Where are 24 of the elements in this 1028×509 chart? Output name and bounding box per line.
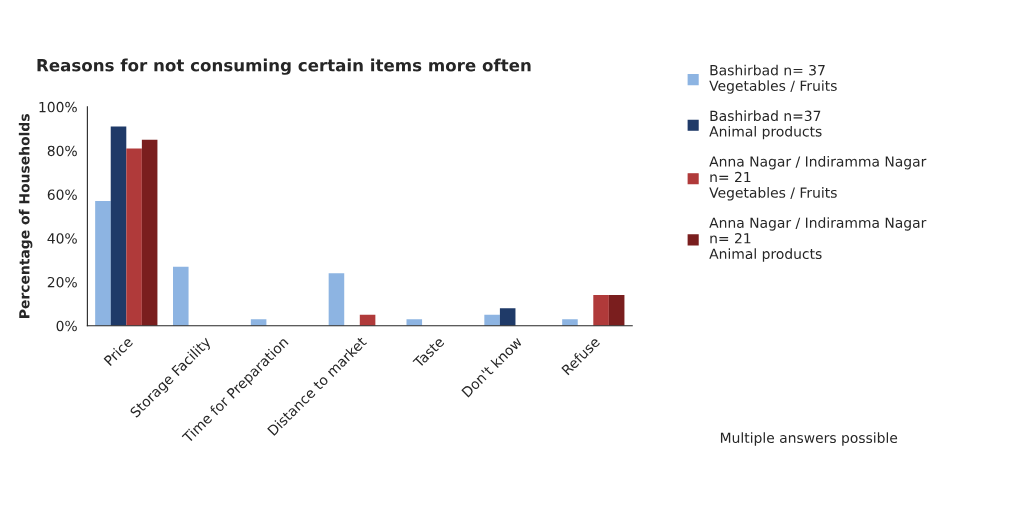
y-tick-label: 80% xyxy=(47,145,77,157)
y-tick-label: 20% xyxy=(47,276,77,288)
legend-label: Anna Nagar / Indiramma Nagar n= 21 Animal products xyxy=(709,217,927,262)
legend-label: Bashirbad n= 37 Vegetables / Fruits xyxy=(709,64,837,94)
bar xyxy=(95,201,111,326)
bar xyxy=(141,139,158,326)
y-axis-title: Percentage of Households xyxy=(18,114,33,318)
y-tick-label: 60% xyxy=(47,189,77,200)
y-tick-label: 0% xyxy=(56,320,77,332)
bar xyxy=(499,308,516,326)
y-tick-label: 40% xyxy=(47,233,77,244)
bar xyxy=(608,295,625,326)
chart-title: Reasons for not consuming certain items more often xyxy=(37,58,531,75)
bar xyxy=(110,126,127,326)
bar xyxy=(328,273,345,326)
y-tick-label: 100% xyxy=(39,101,77,113)
bar xyxy=(484,314,500,326)
legend-label: Anna Nagar / Indiramma Nagar n= 21 Vegetables / Fruits xyxy=(709,155,927,201)
bar xyxy=(173,266,189,326)
text: Multiple answers possible xyxy=(720,432,898,446)
legend-label: Bashirbad n=37 Animal products xyxy=(709,110,822,140)
bar xyxy=(593,295,609,326)
bar xyxy=(126,148,142,326)
bar xyxy=(562,319,578,326)
